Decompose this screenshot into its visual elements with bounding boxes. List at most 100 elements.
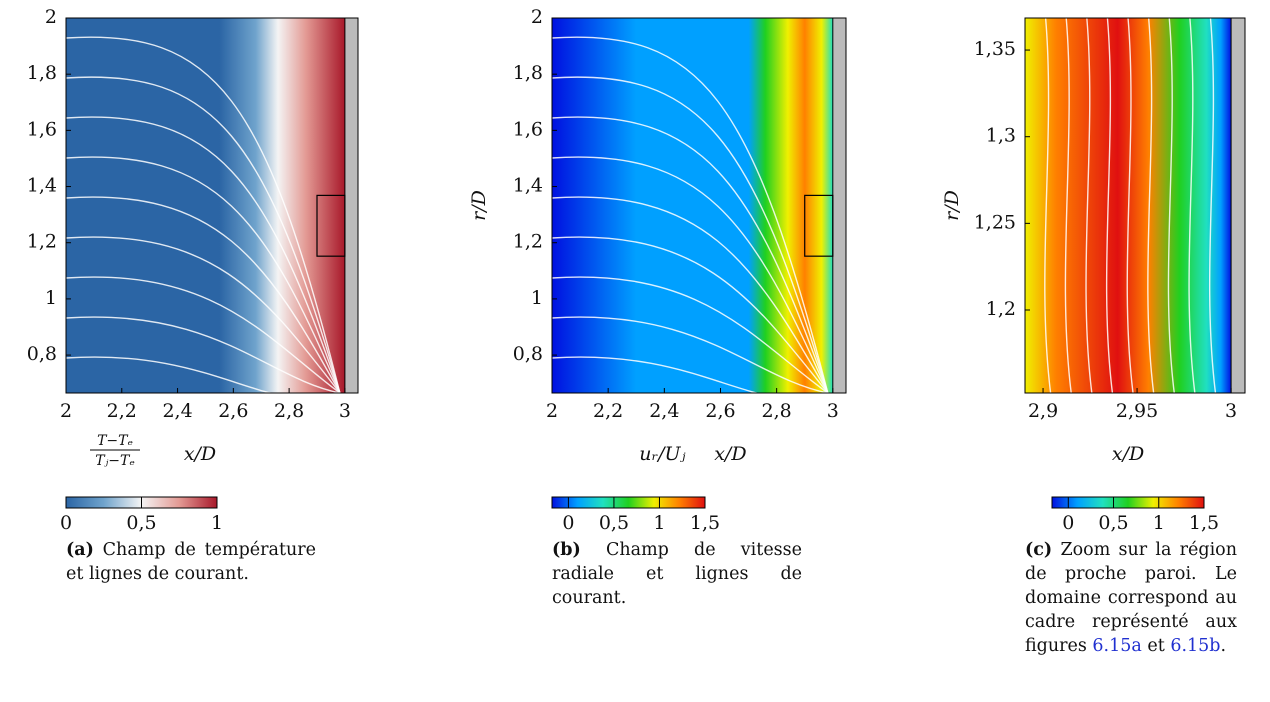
- plot-frame: [551, 17, 847, 394]
- colorbar-tick-label: 1: [653, 512, 665, 534]
- y-tick-label: 1: [45, 287, 57, 309]
- colorbar-tick-label: 0: [562, 512, 574, 534]
- colorbar-label-den: Tⱼ−Tₑ: [95, 453, 135, 469]
- plot-frame: [65, 17, 359, 394]
- colorbar: [1051, 496, 1205, 509]
- x-axis-label: x/D: [714, 443, 746, 465]
- figure-ref[interactable]: 6.15a: [1092, 636, 1142, 656]
- streamline: [551, 316, 828, 394]
- x-axis-label: x/D: [1112, 443, 1144, 465]
- colorbar-label: uᵣ/Uⱼ: [639, 443, 685, 465]
- x-tick-label: 2,9: [1028, 400, 1058, 422]
- wall: [1230, 17, 1246, 394]
- y-tick-label: 1,4: [27, 175, 57, 197]
- x-tick-label: 2,6: [218, 400, 248, 422]
- streamline: [1126, 17, 1134, 394]
- x-tick-label: 3: [827, 400, 839, 422]
- plot-frame: [1024, 17, 1246, 394]
- colorbar-tick-label: 0,5: [599, 512, 629, 534]
- streamline: [1147, 17, 1155, 394]
- colorbar-tick-label: 0,5: [126, 512, 156, 534]
- streamline: [551, 36, 829, 394]
- caption-text: Champ de température et lignes de couran…: [66, 540, 316, 584]
- colorbar-tick-label: 0: [60, 512, 72, 534]
- streamline: [65, 236, 341, 394]
- caption-text: .: [1220, 636, 1227, 656]
- streamline: [551, 356, 829, 400]
- colorbar-label-num: T−Tₑ: [97, 433, 133, 449]
- streamline: [65, 36, 341, 394]
- colorbar: [551, 496, 706, 509]
- caption-label: (c): [1025, 540, 1053, 560]
- x-tick-label: 2,8: [762, 400, 792, 422]
- field: [66, 18, 345, 393]
- x-tick-label: 2: [60, 400, 72, 422]
- streamline: [65, 156, 341, 394]
- y-tick-label: 1,6: [513, 118, 543, 140]
- y-tick-label: 1,35: [974, 38, 1016, 60]
- y-tick-label: 2: [531, 6, 543, 28]
- y-tick-label: 0,8: [513, 343, 543, 365]
- caption-a: (a) Champ de température et lignes de co…: [66, 538, 316, 586]
- wall: [832, 17, 847, 394]
- field: [552, 18, 833, 393]
- caption-text: et: [1141, 636, 1171, 656]
- y-tick-label: 1,2: [513, 231, 543, 253]
- x-tick-label: 2,4: [162, 400, 192, 422]
- x-tick-label: 2,8: [274, 400, 304, 422]
- x-tick-label: 2,2: [593, 400, 623, 422]
- colorbar-tick-label: 1,5: [690, 512, 720, 534]
- streamline: [1064, 17, 1072, 394]
- streamline: [1085, 17, 1093, 394]
- caption-text: Zoom sur la région de proche paroi. Le d…: [1025, 540, 1237, 656]
- y-tick-label: 1,3: [986, 125, 1016, 147]
- streamline: [1105, 17, 1114, 394]
- y-tick-label: 1,25: [974, 211, 1016, 233]
- y-tick-label: 1,6: [27, 118, 57, 140]
- streamline: [551, 116, 829, 394]
- y-tick-label: 0,8: [27, 343, 57, 365]
- y-tick-label: 1,2: [986, 298, 1016, 320]
- y-tick-label: 1: [531, 287, 543, 309]
- figure-ref[interactable]: 6.15b: [1170, 636, 1221, 656]
- wall: [344, 17, 359, 394]
- caption-label: (b): [552, 540, 581, 560]
- x-tick-label: 2,6: [705, 400, 735, 422]
- colorbar-tick-label: 1: [211, 512, 223, 534]
- colorbar-tick-label: 0,5: [1098, 512, 1128, 534]
- caption-label: (a): [66, 540, 94, 560]
- caption-b: (b) Champ de vitesse radiale et lignes d…: [552, 538, 802, 610]
- x-tick-label: 2,4: [649, 400, 679, 422]
- streamline: [1044, 17, 1052, 394]
- streamline: [65, 316, 341, 394]
- streamline: [65, 116, 341, 394]
- colorbar-tick-label: 1: [1153, 512, 1165, 534]
- x-tick-label: 2,2: [107, 400, 137, 422]
- zoom-frame: [316, 194, 346, 257]
- y-tick-label: 2: [45, 6, 57, 28]
- streamline: [551, 276, 829, 394]
- streamline: [1208, 17, 1217, 394]
- y-tick-label: 1,2: [27, 231, 57, 253]
- x-axis-label: x/D: [184, 443, 216, 465]
- streamline: [551, 196, 829, 394]
- colorbar-tick-label: 1,5: [1189, 512, 1219, 534]
- x-tick-label: 3: [1225, 400, 1237, 422]
- y-tick-label: 1,8: [27, 62, 57, 84]
- streamline: [551, 156, 829, 394]
- colorbar-tick-label: 0: [1062, 512, 1074, 534]
- x-tick-label: 2,95: [1116, 400, 1158, 422]
- streamline: [1188, 17, 1196, 394]
- streamline: [1167, 17, 1175, 394]
- streamline: [551, 236, 829, 394]
- streamline: [65, 196, 341, 394]
- caption-c: (c) Zoom sur la région de proche paroi. …: [1025, 538, 1237, 658]
- streamline: [551, 76, 829, 394]
- streamline: [65, 356, 341, 400]
- caption-text: Champ de vitesse radiale et lignes de co…: [552, 540, 802, 608]
- y-tick-label: 1,8: [513, 62, 543, 84]
- x-tick-label: 2: [546, 400, 558, 422]
- zoom-frame: [804, 194, 834, 257]
